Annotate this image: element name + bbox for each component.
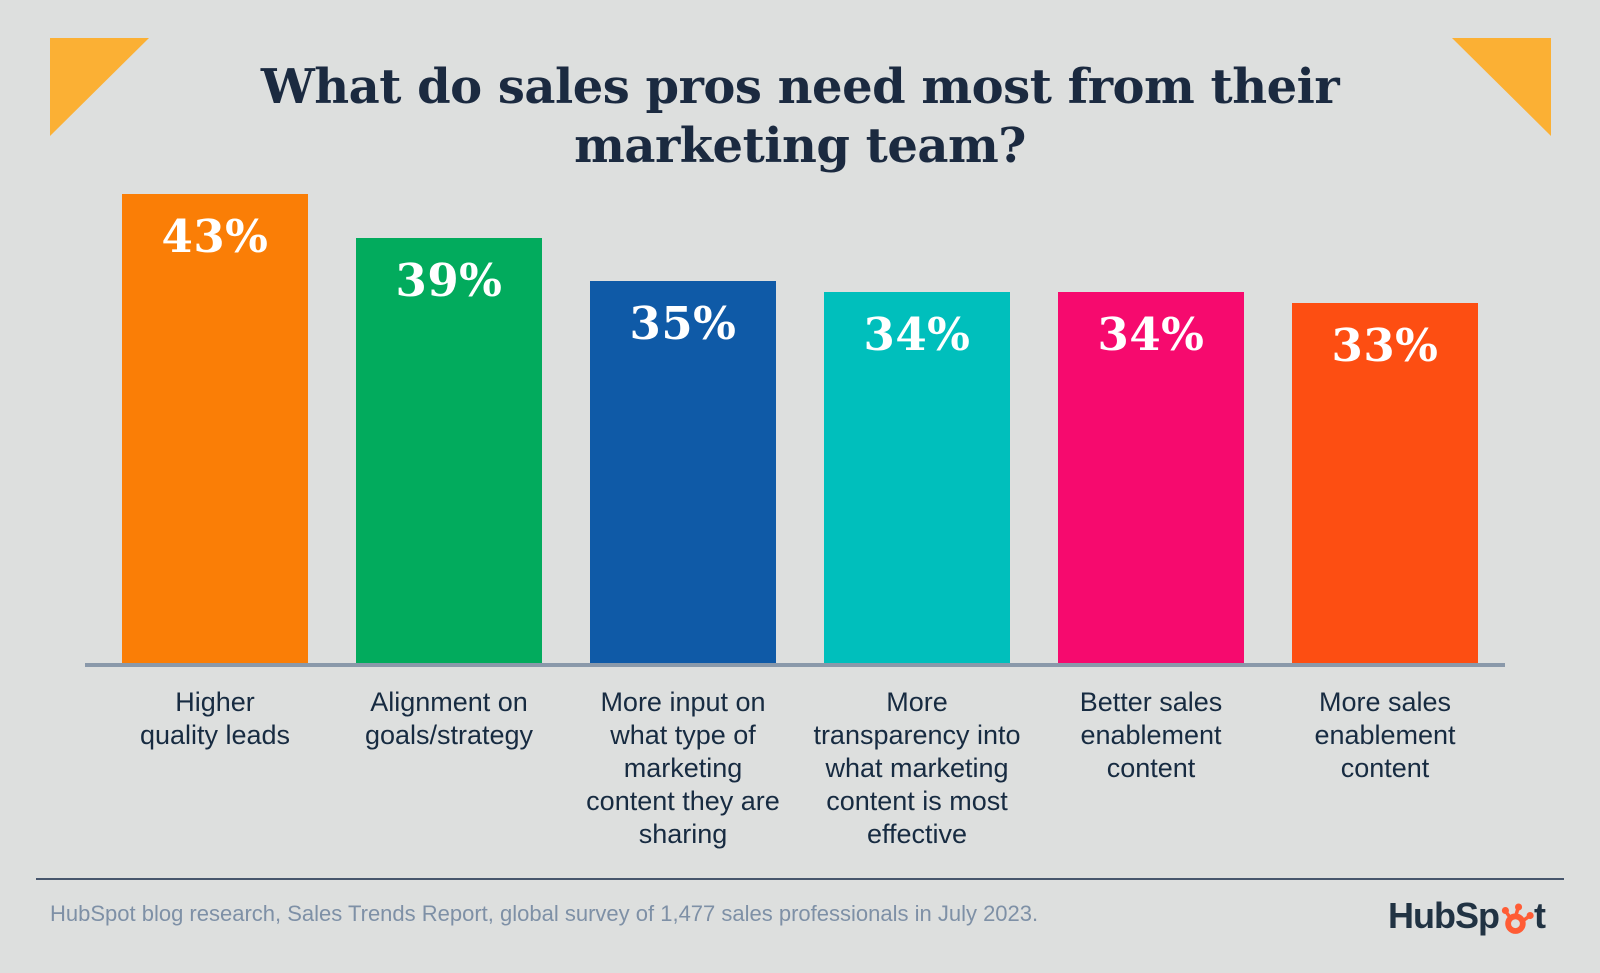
bar-value-label: 39%: [395, 254, 503, 307]
category-label-6: More sales enablement content: [1265, 686, 1505, 785]
category-label-line: sharing: [638, 819, 728, 849]
category-label-5: Better sales enablement content: [1031, 686, 1271, 785]
category-label-line: Better sales: [1079, 687, 1223, 717]
category-label-line: More: [886, 687, 948, 717]
x-axis-line: [85, 663, 1505, 667]
logo-text-prefix: HubSp: [1388, 895, 1500, 936]
category-label-line: transparency into: [813, 720, 1021, 750]
hubspot-sprocket-icon: [1501, 903, 1534, 934]
category-label-2: Alignment on goals/strategy: [329, 686, 569, 752]
hubspot-logo: HubSp t: [1388, 895, 1546, 936]
category-label-line: enablement: [1314, 720, 1456, 750]
bar-value-label: 33%: [1331, 319, 1439, 372]
logo-text-suffix: t: [1534, 895, 1546, 936]
category-label-line: what type of: [610, 720, 756, 750]
category-label-line: content: [1340, 753, 1430, 783]
category-label-line: content: [1106, 753, 1196, 783]
bar-value-label: 43%: [161, 210, 269, 263]
category-label-line: quality leads: [139, 720, 291, 750]
bar-1: 43%: [122, 194, 308, 663]
category-label-line: effective: [866, 819, 968, 849]
category-label-1: Higher quality leads: [95, 686, 335, 752]
category-label-line: what marketing: [825, 753, 1009, 783]
footer-divider-line: [36, 878, 1564, 880]
bar-5: 34%: [1058, 292, 1244, 663]
bar-value-label: 34%: [863, 308, 971, 361]
bar-6: 33%: [1292, 303, 1478, 663]
chart-title-line2: marketing team?: [574, 118, 1026, 174]
chart-title-line1: What do sales pros need most from their: [260, 59, 1340, 115]
category-label-line: content is most: [826, 786, 1008, 816]
category-label-line: More sales: [1318, 687, 1452, 717]
bar-3: 35%: [590, 281, 776, 663]
category-label-line: Higher: [175, 687, 255, 717]
category-label-line: More input on: [600, 687, 766, 717]
category-label-3: More input on what type of marketing conten…: [563, 686, 803, 851]
category-label-4: More transparency into what marketing conte…: [797, 686, 1037, 851]
category-label-line: enablement: [1080, 720, 1222, 750]
category-label-line: content they are: [586, 786, 780, 816]
category-label-line: goals/strategy: [364, 720, 534, 750]
bar-value-label: 34%: [1097, 308, 1205, 361]
chart-title: What do sales pros need most from their …: [0, 58, 1600, 176]
category-label-line: marketing: [623, 753, 743, 783]
source-citation: HubSpot blog research, Sales Trends Repo…: [50, 901, 1039, 926]
category-label-line: Alignment on: [370, 687, 528, 717]
bar-4: 34%: [824, 292, 1010, 663]
bar-2: 39%: [356, 238, 542, 663]
bar-value-label: 35%: [629, 297, 737, 350]
